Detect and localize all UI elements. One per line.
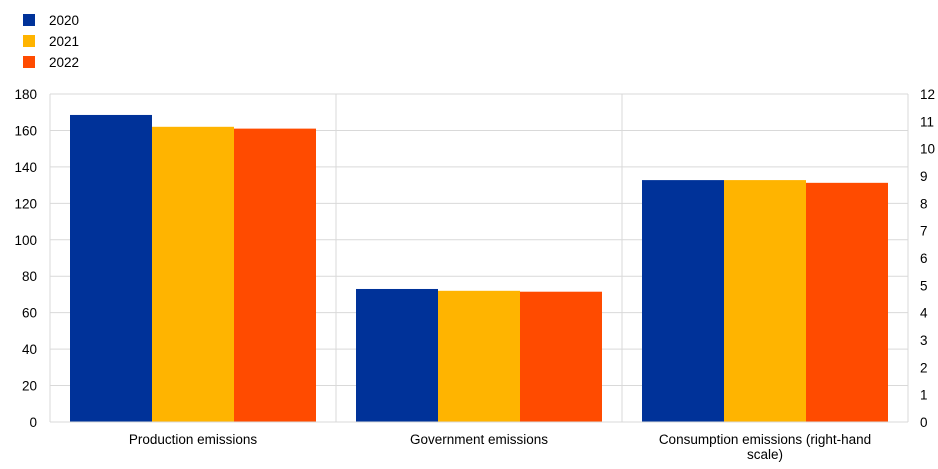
legend-label: 2020 <box>49 13 79 28</box>
y-left-tick-label: 160 <box>14 123 37 138</box>
bar <box>438 290 520 422</box>
y-right-tick-label: 4 <box>920 306 928 321</box>
y-left-tick-label: 180 <box>14 87 37 102</box>
y-left-tick-label: 100 <box>14 233 37 248</box>
legend: 2020 2021 2022 <box>23 13 79 70</box>
y-right-tick-label: 1 <box>920 388 928 403</box>
bar <box>70 114 152 422</box>
y-left-tick-label: 140 <box>14 160 37 175</box>
x-tick-label: Consumption emissions (right-hand scale) <box>659 432 871 462</box>
y-left-tick-label: 0 <box>29 415 37 430</box>
legend-swatch <box>23 56 35 68</box>
bar <box>356 288 438 422</box>
bar <box>234 128 316 422</box>
legend-label: 2022 <box>49 55 79 70</box>
bar <box>642 180 724 422</box>
bar <box>724 180 806 422</box>
y-left-tick-label: 120 <box>14 196 37 211</box>
y-left-tick-label: 60 <box>22 306 37 321</box>
legend-swatch <box>23 35 35 47</box>
y-left-tick-label: 40 <box>22 342 37 357</box>
x-tick-label-line: scale) <box>747 447 783 462</box>
x-tick-label: Government emissions <box>410 432 548 447</box>
y-right-tick-label: 7 <box>920 224 928 239</box>
y-right-tick-label: 12 <box>920 87 935 102</box>
y-right-tick-label: 2 <box>920 360 928 375</box>
y-left-tick-label: 20 <box>22 379 37 394</box>
legend-label: 2021 <box>49 34 79 49</box>
y-right-tick-label: 6 <box>920 251 928 266</box>
x-tick-label: Production emissions <box>129 432 258 447</box>
y-right-tick-label: 9 <box>920 169 928 184</box>
y-right-tick-label: 8 <box>920 196 928 211</box>
y-right-tick-label: 0 <box>920 415 928 430</box>
axes: 0204060801001201401601800123456789101112… <box>14 87 935 462</box>
y-right-tick-label: 10 <box>920 142 935 157</box>
y-right-tick-label: 5 <box>920 278 928 293</box>
y-right-tick-label: 3 <box>920 333 928 348</box>
y-left-tick-label: 80 <box>22 269 37 284</box>
y-right-tick-label: 11 <box>920 114 934 129</box>
legend-swatch <box>23 14 35 26</box>
bar <box>152 126 234 423</box>
bars <box>70 114 888 423</box>
bar <box>520 291 602 422</box>
x-tick-label-line: Consumption emissions (right-hand <box>659 432 871 447</box>
bar <box>806 182 888 422</box>
